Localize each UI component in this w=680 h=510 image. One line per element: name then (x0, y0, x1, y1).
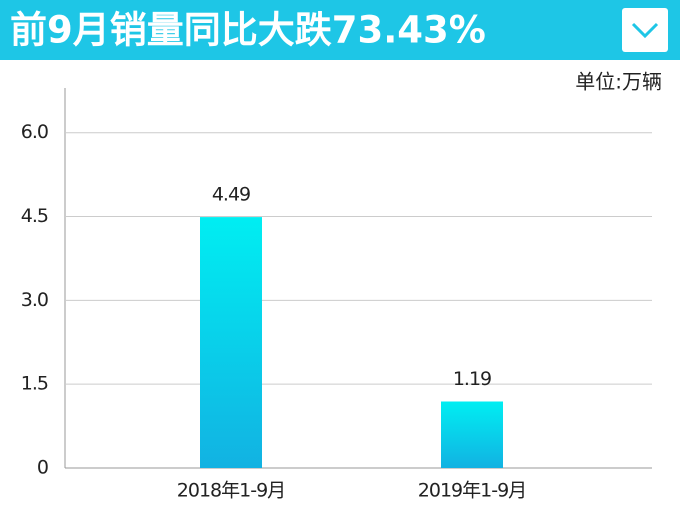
title-banner (0, 0, 680, 60)
y-tick-label: 0 (37, 457, 48, 479)
y-tick-label: 3.0 (21, 289, 48, 311)
unit-label: 单位:万辆 (575, 70, 662, 94)
dropdown-icon[interactable] (622, 8, 668, 52)
x-tick-label: 2019年1-9月 (418, 480, 526, 502)
bar (200, 217, 262, 468)
bar (441, 401, 503, 468)
y-tick-label: 1.5 (21, 373, 48, 395)
data-label: 4.49 (212, 184, 250, 206)
y-tick-label: 6.0 (21, 121, 48, 143)
data-label: 1.19 (453, 368, 491, 390)
chart-title: 前9月销量同比大跌73.43% (10, 9, 486, 52)
x-tick-label: 2018年1-9月 (177, 480, 285, 502)
y-tick-label: 4.5 (21, 205, 48, 227)
chevron (631, 22, 659, 39)
